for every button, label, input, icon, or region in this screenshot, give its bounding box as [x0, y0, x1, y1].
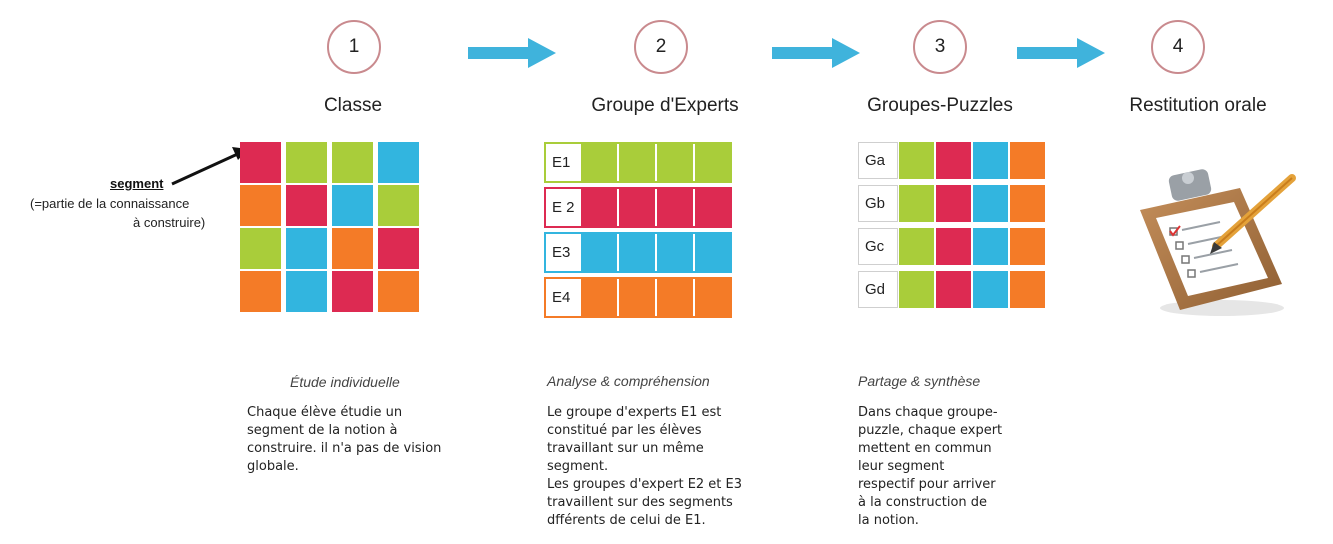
puzzle-segment-square	[936, 185, 971, 222]
segment-square	[332, 228, 373, 269]
phase-label-classe: Étude individuelle	[290, 374, 400, 390]
segment-square	[378, 185, 419, 226]
puzzle-segment-square	[1010, 142, 1045, 179]
segment-square	[332, 185, 373, 226]
expert-segment-square	[581, 234, 617, 271]
arrow-right-icon	[1017, 38, 1105, 68]
segment-square	[332, 271, 373, 312]
expert-segment-square	[695, 234, 731, 271]
segment-square	[332, 142, 373, 183]
step-2-circle: 2	[634, 20, 688, 74]
step-4-circle: 4	[1151, 20, 1205, 74]
expert-segment-square	[581, 279, 617, 316]
puzzle-row-label: Ga	[858, 142, 898, 179]
puzzle-segment-square	[899, 142, 934, 179]
description-experts: Le groupe d'experts E1 est constitué par…	[547, 405, 743, 528]
clipboard-checklist-icon	[1140, 169, 1296, 316]
segment-note-line2: à construire)	[133, 215, 206, 230]
puzzle-segment-square	[973, 228, 1008, 265]
expert-segment-square	[619, 279, 655, 316]
puzzle-segment-square	[936, 271, 971, 308]
expert-segment-square	[619, 144, 655, 181]
puzzle-row-label: Gd	[858, 271, 898, 308]
experts-grid: E1 E 2 E3 E4	[544, 142, 734, 318]
segment-square	[240, 228, 281, 269]
puzzle-segment-square	[899, 228, 934, 265]
step-2-title: Groupe d'Experts	[591, 95, 739, 116]
expert-segment-square	[619, 234, 655, 271]
segment-square	[240, 271, 281, 312]
puzzle-segment-square	[1010, 271, 1045, 308]
expert-row-label: E4	[546, 279, 580, 316]
expert-segment-square	[619, 189, 655, 226]
segment-square	[240, 142, 281, 183]
puzzle-segment-square	[973, 271, 1008, 308]
step-1-circle: 1	[327, 20, 381, 74]
expert-segment-square	[695, 189, 731, 226]
expert-row-label: E3	[546, 234, 580, 271]
description-classe: Chaque élève étudie un segment de la not…	[247, 405, 442, 474]
segment-label: segment	[110, 176, 164, 191]
step-3-circle: 3	[913, 20, 967, 74]
segment-square	[378, 271, 419, 312]
phase-label-experts: Analyse & compréhension	[547, 373, 710, 389]
expert-segment-square	[581, 144, 617, 181]
step-4-title: Restitution orale	[1129, 95, 1267, 116]
puzzle-segment-square	[936, 142, 971, 179]
puzzle-segment-square	[1010, 185, 1045, 222]
description-puzzles: Dans chaque groupe- puzzle, chaque exper…	[858, 405, 1003, 528]
expert-segment-square	[657, 234, 693, 271]
step-1-title: Classe	[323, 95, 383, 116]
segment-square	[286, 185, 327, 226]
puzzle-segment-square	[899, 185, 934, 222]
arrow-right-icon	[468, 38, 556, 68]
segment-square	[378, 142, 419, 183]
phase-label-puzzles: Partage & synthèse	[858, 373, 981, 389]
puzzle-segment-square	[973, 142, 1008, 179]
segment-square	[286, 142, 327, 183]
expert-segment-square	[657, 189, 693, 226]
expert-row-label: E 2	[546, 189, 580, 226]
expert-segment-square	[657, 144, 693, 181]
step-3-title: Groupes-Puzzles	[867, 95, 1013, 116]
puzzle-segment-square	[973, 185, 1008, 222]
puzzle-segment-square	[936, 228, 971, 265]
segment-square	[378, 228, 419, 269]
segment-square	[286, 271, 327, 312]
expert-segment-square	[695, 144, 731, 181]
puzzle-row-label: Gc	[858, 228, 898, 265]
expert-segment-square	[695, 279, 731, 316]
expert-segment-square	[581, 189, 617, 226]
classe-grid	[240, 142, 420, 314]
puzzle-segment-square	[1010, 228, 1045, 265]
segment-note-line1: (=partie de la connaissance	[30, 196, 190, 211]
puzzles-grid: Ga Gb Gc Gd	[858, 142, 1048, 308]
expert-segment-square	[657, 279, 693, 316]
puzzle-row-label: Gb	[858, 185, 898, 222]
segment-square	[286, 228, 327, 269]
segment-square	[240, 185, 281, 226]
puzzle-segment-square	[899, 271, 934, 308]
expert-row-label: E1	[546, 144, 580, 181]
arrow-right-icon	[772, 38, 860, 68]
